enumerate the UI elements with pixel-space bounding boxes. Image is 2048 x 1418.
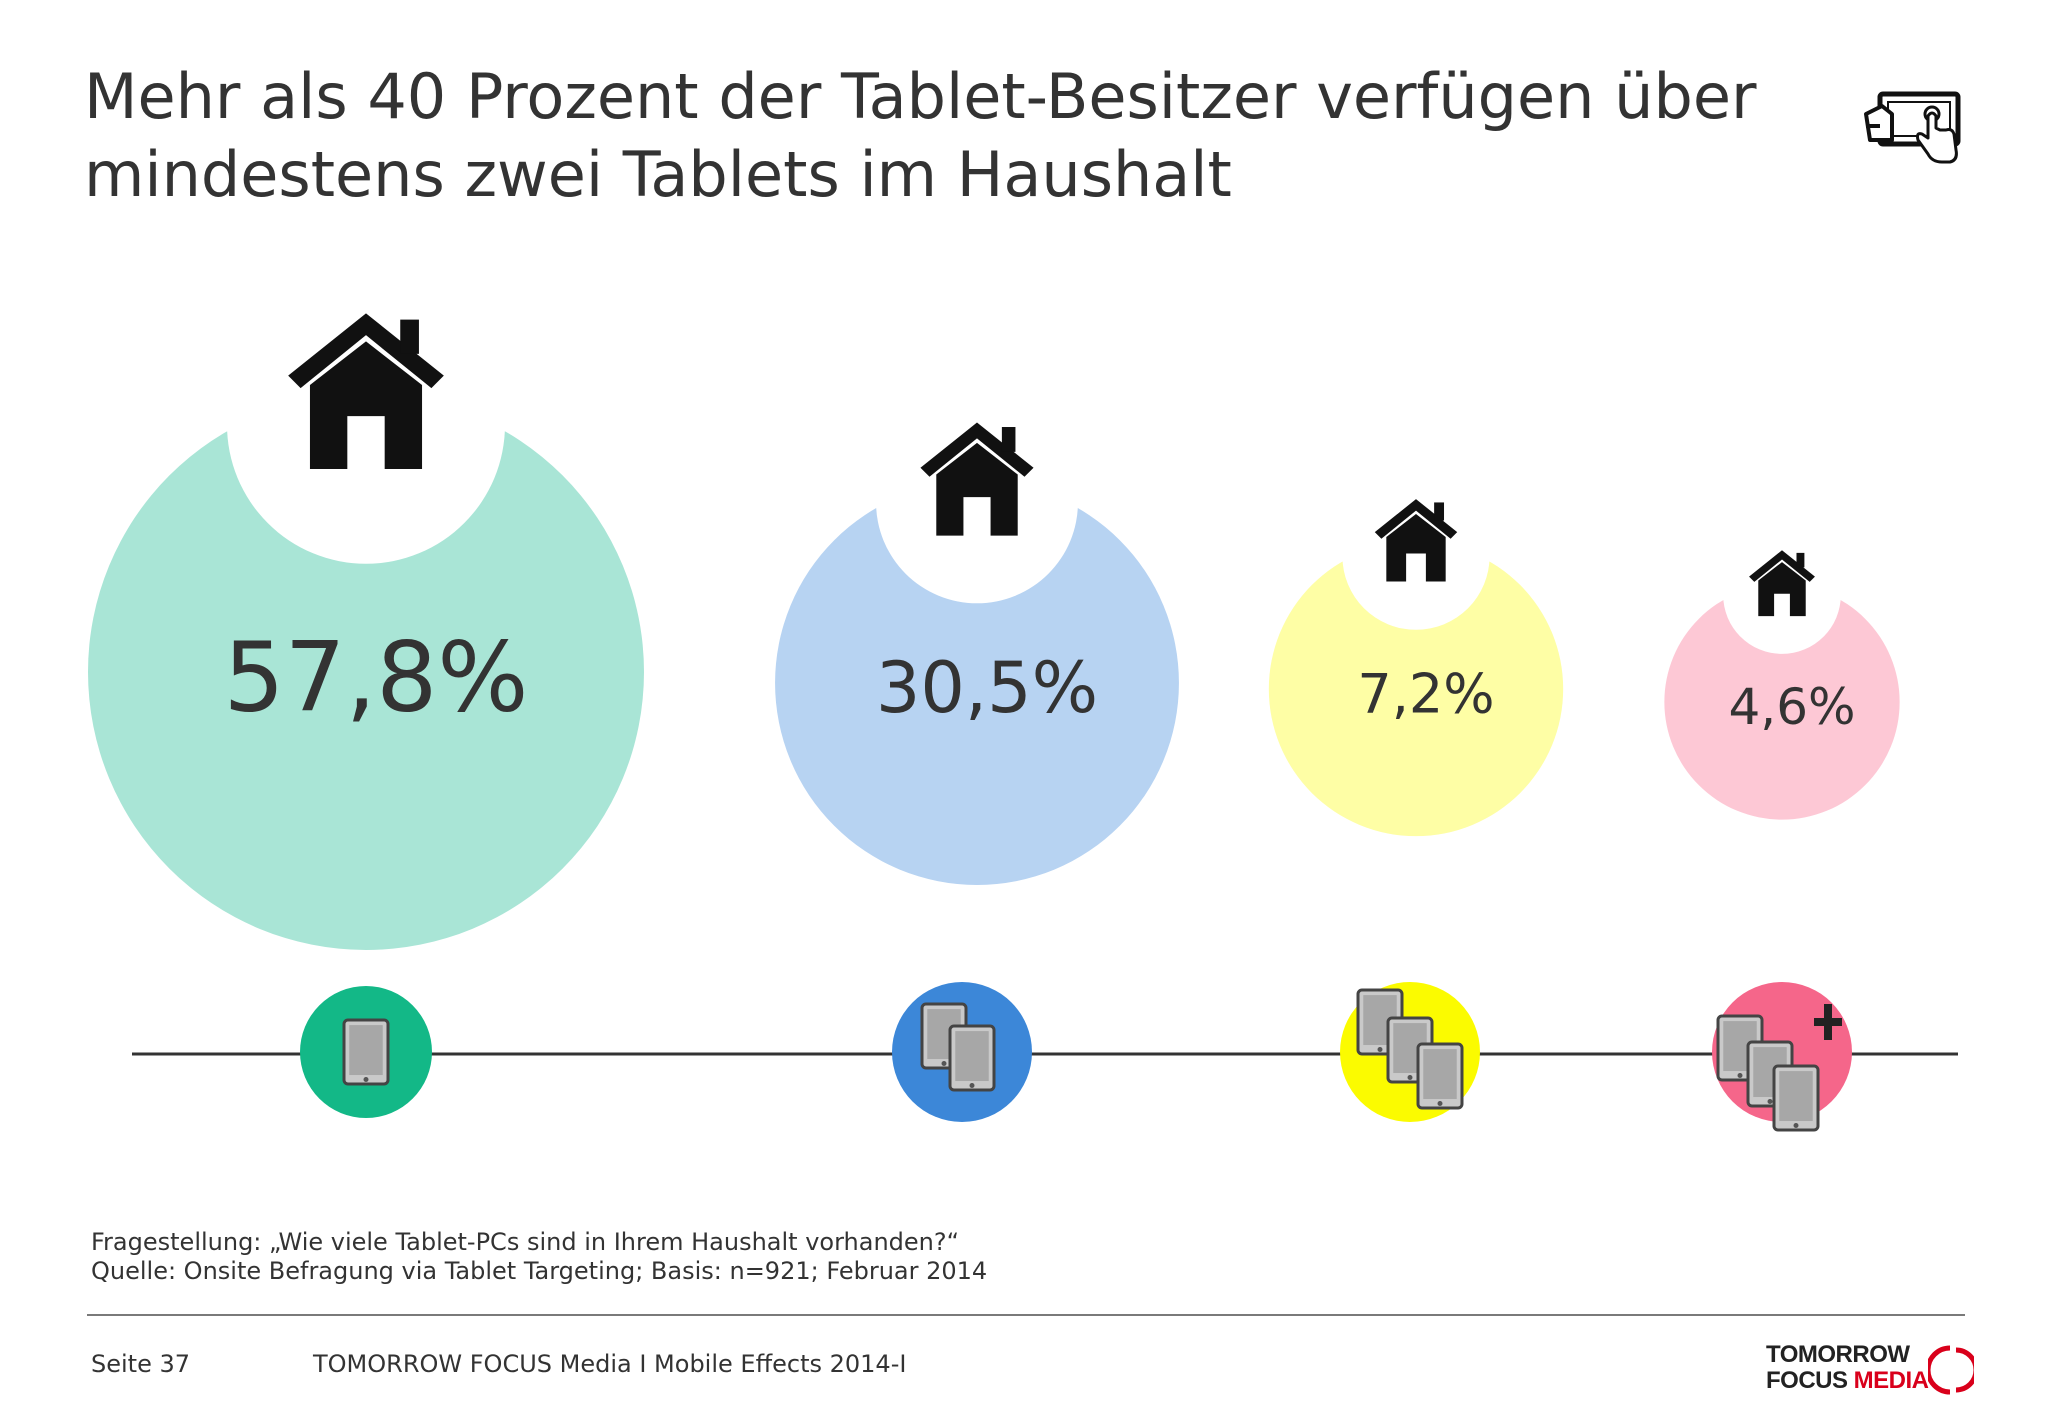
bubble-notch [1342, 482, 1490, 630]
bubble-notch [876, 401, 1078, 604]
footer-text: TOMORROW FOCUS Media I Mobile Effects 20… [313, 1350, 907, 1378]
bubble-notch [227, 285, 505, 564]
logo-focus: FOCUS [1766, 1367, 1848, 1394]
company-logo: TOMORROW FOCUS MEDIA [1766, 1340, 1976, 1396]
more-tablets-icon [1716, 1004, 1842, 1132]
logo-media: MEDIA [1853, 1367, 1929, 1394]
logo-line-1: TOMORROW [1766, 1341, 1910, 1368]
page-number: Seite 37 [91, 1350, 191, 1378]
tablet-icon [342, 1018, 390, 1086]
bubble-circle [88, 394, 644, 950]
bubble-value-label: 57,8% [224, 622, 529, 734]
bubble-value-label: 4,6% [1728, 678, 1855, 736]
bubble-notch [1723, 536, 1841, 654]
bubble-circle [1664, 584, 1900, 820]
tablet-icon [948, 1024, 996, 1092]
bubble-circle [775, 481, 1179, 885]
house-icon [920, 422, 1034, 536]
footnote-source: Quelle: Onsite Befragung via Tablet Targ… [91, 1257, 988, 1285]
footnote: Fragestellung: „Wie viele Tablet-PCs sin… [91, 1228, 987, 1286]
category-marker-2 [892, 982, 1032, 1122]
title-line-2: mindestens zwei Tablets im Haushalt [84, 138, 1232, 211]
footnote-question: Fragestellung: „Wie viele Tablet-PCs sin… [91, 1228, 960, 1256]
tablet-icon [1416, 1042, 1464, 1110]
house-icon [288, 313, 444, 470]
bubble-3: 7,2% [1268, 482, 1564, 837]
house-icon [1749, 550, 1815, 617]
tablet-touch-icon [1864, 91, 1961, 164]
three-tablets-icon [1356, 988, 1464, 1110]
category-marker-4 [1712, 982, 1852, 1132]
bubble-1: 57,8% [88, 285, 644, 950]
bubble-4: 4,6% [1664, 536, 1900, 820]
logo-mark-icon [1928, 1345, 1974, 1395]
page-title: Mehr als 40 Prozent der Tablet-Besitzer … [84, 58, 1844, 214]
bubble-circle [1268, 541, 1564, 837]
logo-line-2: FOCUS MEDIA [1766, 1368, 1929, 1394]
bubble-value-label: 30,5% [876, 647, 1098, 729]
footer-divider [87, 1314, 1965, 1316]
tablet-icon [1772, 1064, 1820, 1132]
bubble-value-label: 7,2% [1357, 662, 1494, 725]
plus-icon [1814, 1004, 1842, 1040]
category-marker-1 [300, 986, 432, 1118]
house-icon [1374, 499, 1458, 582]
title-line-1: Mehr als 40 Prozent der Tablet-Besitzer … [84, 60, 1757, 133]
two-tablets-icon [920, 1002, 996, 1092]
bubble-2: 30,5% [775, 401, 1179, 885]
category-marker-3 [1340, 982, 1480, 1122]
